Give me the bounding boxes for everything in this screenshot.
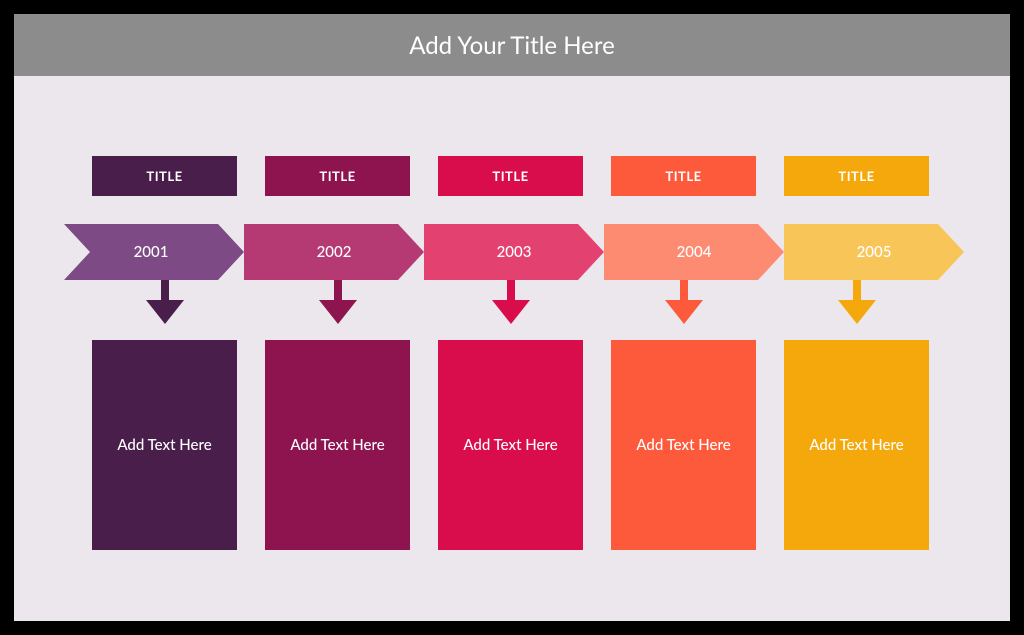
timeline-year-label: 2004	[604, 224, 758, 280]
title-box-label: TITLE	[319, 168, 355, 184]
content-text: Add Text Here	[290, 436, 384, 454]
timeline-chevron-1: 2001	[64, 224, 244, 280]
year-text: 2004	[677, 243, 712, 261]
title-box-label: TITLE	[146, 168, 182, 184]
title-box-label: TITLE	[665, 168, 701, 184]
timeline-chevron-4: 2004	[604, 224, 784, 280]
down-arrow-icon	[665, 280, 703, 330]
timeline-year-label: 2003	[424, 224, 578, 280]
down-arrow-icon	[492, 280, 530, 330]
year-text: 2005	[857, 243, 892, 261]
content-text: Add Text Here	[463, 436, 557, 454]
title-box-4: TITLE	[611, 156, 756, 196]
timeline-stage: TITLE 2001 Add Text Here TITLE 2002 Add Text …	[14, 76, 1010, 621]
year-text: 2001	[134, 243, 169, 261]
timeline-chevron-2: 2002	[244, 224, 424, 280]
content-text: Add Text Here	[809, 436, 903, 454]
slide-canvas: Add Your Title Here TITLE 2001 Add Text He…	[14, 14, 1010, 621]
timeline-chevron-5: 2005	[784, 224, 964, 280]
year-text: 2003	[497, 243, 532, 261]
timeline-chevron-3: 2003	[424, 224, 604, 280]
title-box-label: TITLE	[838, 168, 874, 184]
down-arrow-icon	[319, 280, 357, 330]
title-box-5: TITLE	[784, 156, 929, 196]
header-bar: Add Your Title Here	[14, 14, 1010, 76]
content-box-3: Add Text Here	[438, 340, 583, 550]
timeline-year-label: 2002	[244, 224, 398, 280]
title-box-label: TITLE	[492, 168, 528, 184]
timeline-year-label: 2001	[64, 224, 218, 280]
title-box-1: TITLE	[92, 156, 237, 196]
content-text: Add Text Here	[117, 436, 211, 454]
content-box-2: Add Text Here	[265, 340, 410, 550]
title-box-3: TITLE	[438, 156, 583, 196]
timeline-year-label: 2005	[784, 224, 938, 280]
content-box-5: Add Text Here	[784, 340, 929, 550]
content-box-1: Add Text Here	[92, 340, 237, 550]
title-box-2: TITLE	[265, 156, 410, 196]
content-box-4: Add Text Here	[611, 340, 756, 550]
down-arrow-icon	[146, 280, 184, 330]
year-text: 2002	[317, 243, 352, 261]
down-arrow-icon	[838, 280, 876, 330]
outer-frame: Add Your Title Here TITLE 2001 Add Text He…	[0, 0, 1024, 635]
page-title: Add Your Title Here	[409, 31, 615, 60]
content-text: Add Text Here	[636, 436, 730, 454]
